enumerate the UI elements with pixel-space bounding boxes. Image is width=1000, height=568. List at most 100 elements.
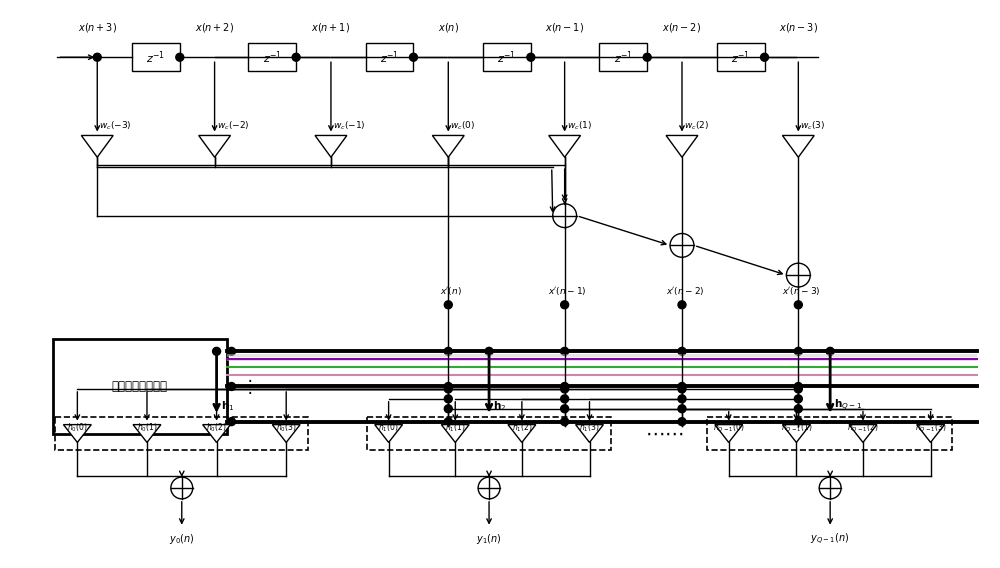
- Circle shape: [794, 405, 802, 413]
- Polygon shape: [576, 425, 603, 442]
- Polygon shape: [272, 425, 300, 442]
- Circle shape: [485, 348, 493, 356]
- Circle shape: [561, 417, 569, 425]
- Text: $x(n+1)$: $x(n+1)$: [311, 20, 350, 34]
- Bar: [227, 350, 977, 353]
- Circle shape: [794, 385, 802, 393]
- Circle shape: [561, 301, 569, 309]
- Text: $z^{-1}$: $z^{-1}$: [146, 49, 165, 65]
- Bar: [707, 417, 952, 450]
- Text: $h_{Q-1}(3)$: $h_{Q-1}(3)$: [915, 421, 946, 435]
- Bar: [483, 43, 531, 71]
- Circle shape: [794, 395, 802, 403]
- Polygon shape: [203, 425, 231, 442]
- Polygon shape: [63, 425, 91, 442]
- Bar: [248, 43, 296, 71]
- Text: $y_{Q-1}(n)$: $y_{Q-1}(n)$: [810, 532, 850, 546]
- Text: $h_{Q-1}(1)$: $h_{Q-1}(1)$: [781, 421, 812, 435]
- Bar: [366, 43, 413, 71]
- Text: $z^{-1}$: $z^{-1}$: [497, 49, 517, 65]
- Text: $x'(n)$: $x'(n)$: [440, 285, 462, 297]
- Text: $h_{Q-1}(2)$: $h_{Q-1}(2)$: [847, 421, 879, 435]
- Circle shape: [410, 53, 417, 61]
- Text: $h_1(3)$: $h_1(3)$: [579, 421, 600, 434]
- Text: $h_1(1)$: $h_1(1)$: [445, 421, 466, 434]
- Polygon shape: [782, 425, 810, 442]
- Bar: [52, 340, 227, 433]
- Polygon shape: [375, 425, 403, 442]
- Text: $x'(n-2)$: $x'(n-2)$: [666, 285, 704, 297]
- Circle shape: [794, 348, 802, 356]
- Circle shape: [826, 348, 834, 356]
- Circle shape: [444, 301, 452, 309]
- Text: $w_c(1)$: $w_c(1)$: [567, 120, 592, 132]
- Circle shape: [444, 348, 452, 356]
- Bar: [599, 43, 647, 71]
- Polygon shape: [549, 135, 581, 157]
- Circle shape: [643, 53, 651, 61]
- Polygon shape: [315, 135, 347, 157]
- Circle shape: [761, 53, 768, 61]
- Circle shape: [228, 417, 235, 425]
- Circle shape: [678, 395, 686, 403]
- Text: $x(n-3)$: $x(n-3)$: [779, 20, 818, 34]
- Text: $x(n-2)$: $x(n-2)$: [662, 20, 702, 34]
- Text: $h_0(2)$: $h_0(2)$: [206, 421, 227, 434]
- Bar: [717, 43, 765, 71]
- Text: 快速配置频响特性: 快速配置频响特性: [112, 380, 168, 393]
- Bar: [227, 358, 977, 361]
- Text: $x(n)$: $x(n)$: [438, 20, 459, 34]
- Circle shape: [678, 301, 686, 309]
- Circle shape: [794, 301, 802, 309]
- Text: $z^{-1}$: $z^{-1}$: [731, 49, 750, 65]
- Text: $h_1(2)$: $h_1(2)$: [512, 421, 532, 434]
- Polygon shape: [133, 425, 161, 442]
- Circle shape: [213, 348, 221, 356]
- Circle shape: [678, 348, 686, 356]
- Text: $z^{-1}$: $z^{-1}$: [263, 49, 282, 65]
- Text: $x(n+2)$: $x(n+2)$: [195, 20, 234, 34]
- Circle shape: [794, 382, 802, 390]
- Circle shape: [228, 348, 235, 356]
- Circle shape: [444, 385, 452, 393]
- Bar: [227, 354, 977, 357]
- Text: $w_c(-3)$: $w_c(-3)$: [99, 120, 132, 132]
- Circle shape: [561, 395, 569, 403]
- Polygon shape: [199, 135, 231, 157]
- Text: $x(n-1)$: $x(n-1)$: [545, 20, 584, 34]
- Circle shape: [561, 385, 569, 393]
- Circle shape: [93, 53, 101, 61]
- Text: $\mathbf{h}_{Q-1}$: $\mathbf{h}_{Q-1}$: [834, 398, 862, 413]
- Text: $w_c(0)$: $w_c(0)$: [450, 120, 475, 132]
- Circle shape: [527, 53, 535, 61]
- Circle shape: [444, 417, 452, 425]
- Text: $x(n+3)$: $x(n+3)$: [78, 20, 117, 34]
- Circle shape: [444, 395, 452, 403]
- Polygon shape: [508, 425, 536, 442]
- Text: $\cdots\cdots$: $\cdots\cdots$: [645, 424, 683, 443]
- Text: $w_c(3)$: $w_c(3)$: [800, 120, 825, 132]
- Circle shape: [678, 405, 686, 413]
- Circle shape: [678, 417, 686, 425]
- Polygon shape: [715, 425, 743, 442]
- Text: $y_0(n)$: $y_0(n)$: [169, 532, 195, 545]
- Circle shape: [561, 382, 569, 390]
- Polygon shape: [782, 135, 814, 157]
- Text: $x'(n-1)$: $x'(n-1)$: [548, 285, 587, 297]
- Polygon shape: [917, 425, 945, 442]
- Circle shape: [678, 385, 686, 393]
- Text: $\mathbf{h}_1$: $\mathbf{h}_1$: [221, 399, 234, 413]
- Text: $h_{Q-1}(0)$: $h_{Q-1}(0)$: [713, 421, 744, 435]
- Polygon shape: [441, 425, 469, 442]
- Text: $z^{-1}$: $z^{-1}$: [380, 49, 399, 65]
- Text: $z^{-1}$: $z^{-1}$: [614, 49, 633, 65]
- Text: $h_0(0)$: $h_0(0)$: [67, 421, 88, 434]
- Text: $h_1(0)$: $h_1(0)$: [378, 421, 399, 434]
- Text: $x'(n-3)$: $x'(n-3)$: [782, 285, 821, 297]
- Bar: [367, 417, 611, 450]
- Circle shape: [561, 348, 569, 356]
- Text: $y_1(n)$: $y_1(n)$: [476, 532, 502, 545]
- Bar: [55, 417, 308, 450]
- Text: $w_c(-1)$: $w_c(-1)$: [333, 120, 366, 132]
- Circle shape: [292, 53, 300, 61]
